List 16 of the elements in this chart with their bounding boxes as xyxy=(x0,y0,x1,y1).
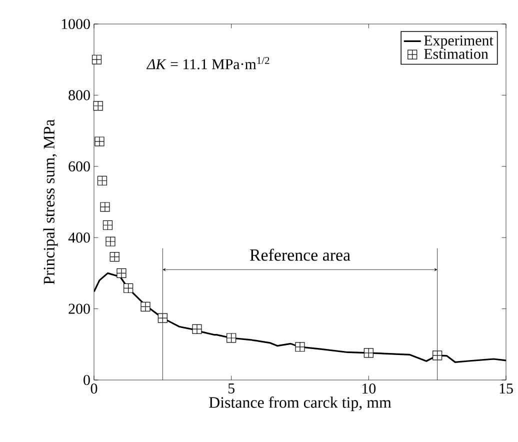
y-tick-label: 200 xyxy=(68,304,90,314)
x-tick-label: 0 xyxy=(90,384,98,394)
x-tick-label: 5 xyxy=(228,384,234,394)
x-tick-label: 10 xyxy=(362,384,376,394)
annotation: Reference area xyxy=(250,248,350,261)
legend-label: Estimation xyxy=(424,48,488,59)
y-tick-label: 1000 xyxy=(62,18,90,30)
x-tick-label: 15 xyxy=(500,384,513,394)
x-axis-title: Distance from carck tip, mm xyxy=(209,396,392,412)
y-tick-label: 0 xyxy=(84,374,90,386)
annotation: ΔK = 11.1 MPa·m$^{1/2}$ xyxy=(146,56,270,70)
legend-label: Experiment xyxy=(424,36,494,49)
y-tick-label: 400 xyxy=(68,232,90,243)
y-axis-title: Principal stress sum, MPa xyxy=(43,119,58,284)
y-tick-label: 600 xyxy=(68,161,90,172)
y-tick-label: 800 xyxy=(68,90,90,100)
